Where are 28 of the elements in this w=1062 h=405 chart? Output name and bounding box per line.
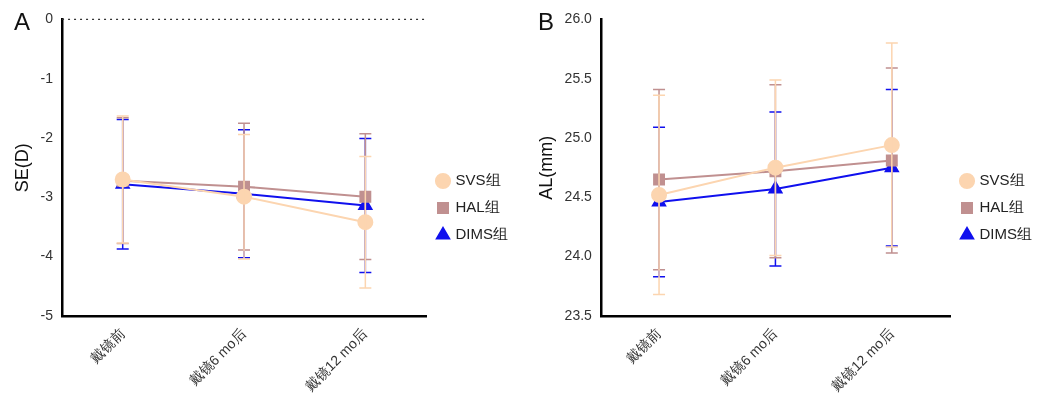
- legend-label: HAL组: [979, 198, 1024, 216]
- chart-title: B: [538, 8, 555, 36]
- y-tick-label: 25.5: [564, 69, 593, 86]
- y-axis-title: AL(mm): [535, 135, 556, 200]
- y-tick-label: -2: [40, 128, 54, 145]
- x-tick-label: 戴镜前: [86, 325, 128, 367]
- y-axis-title: SE(D): [11, 143, 32, 193]
- y-tick-label: 24.5: [564, 188, 593, 205]
- y-tick-label: 25.0: [564, 128, 593, 145]
- y-tick-label: 23.5: [564, 306, 593, 323]
- x-tick-label: 戴镜前: [622, 325, 664, 367]
- y-tick-label: -5: [40, 306, 54, 323]
- x-tick-label: 戴镜6 mo后: [185, 325, 249, 389]
- x-tick-label: 戴镜12 mo后: [828, 325, 897, 394]
- y-tick-label: -4: [40, 247, 54, 264]
- y-tick-label: 26.0: [564, 10, 593, 27]
- x-tick-label: 戴镜6 mo后: [717, 325, 781, 389]
- chart-title: A: [14, 8, 31, 36]
- legend-label: DIMS组: [979, 225, 1032, 243]
- legend-label: DIMS组: [455, 225, 508, 243]
- y-tick-label: -1: [40, 69, 54, 86]
- y-tick-label: 24.0: [564, 247, 593, 264]
- y-tick-label: -3: [40, 188, 54, 205]
- x-tick-label: 戴镜12 mo后: [301, 325, 371, 394]
- legend-label: SVS组: [979, 171, 1025, 189]
- y-tick-label: 0: [45, 10, 54, 27]
- legend-label: SVS组: [455, 171, 501, 189]
- legend-label: HAL组: [455, 198, 500, 216]
